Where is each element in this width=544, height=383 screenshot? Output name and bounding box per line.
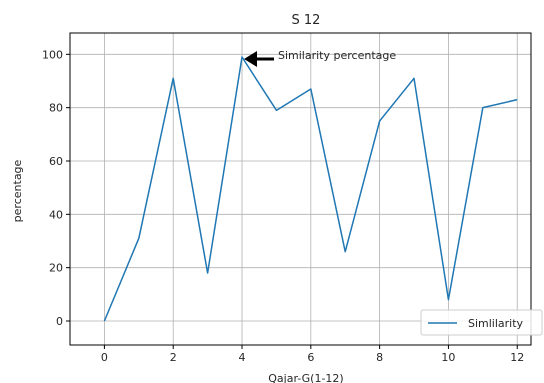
x-tick-label: 8: [376, 351, 383, 364]
legend: Simlilarity: [420, 309, 543, 336]
annotation-text: Similarity percentage: [278, 49, 396, 62]
y-tick-label: 60: [49, 155, 63, 168]
y-tick-label: 40: [49, 208, 63, 221]
x-axis-label: Qajar-G(1-12): [268, 372, 343, 383]
legend-label: Simlilarity: [468, 317, 524, 330]
y-axis-label: percentage: [11, 159, 24, 222]
y-tick-label: 80: [49, 102, 63, 115]
plot-frame: [69, 32, 532, 346]
annotation-layer: Similarity percentage: [244, 49, 396, 67]
series-line: [103, 56, 518, 322]
y-tick-label: 100: [42, 48, 63, 61]
y-axis: 0 20 40 60 80 100: [42, 48, 70, 328]
annotation-arrow-head: [244, 51, 258, 67]
x-tick-label: 4: [239, 351, 246, 364]
x-tick-label: 0: [101, 351, 108, 364]
grid: [70, 33, 531, 345]
x-tick-label: 2: [170, 351, 177, 364]
legend-box: [420, 309, 543, 336]
x-tick-label: 12: [510, 351, 524, 364]
x-axis: 0 2 4 6 8 10 12: [101, 345, 524, 364]
x-tick-label: 10: [441, 351, 455, 364]
chart-title: S 12: [292, 13, 321, 28]
y-tick-label: 20: [49, 262, 63, 275]
series-layer: [103, 56, 518, 322]
x-tick-label: 6: [307, 351, 314, 364]
y-tick-label: 0: [56, 315, 63, 328]
